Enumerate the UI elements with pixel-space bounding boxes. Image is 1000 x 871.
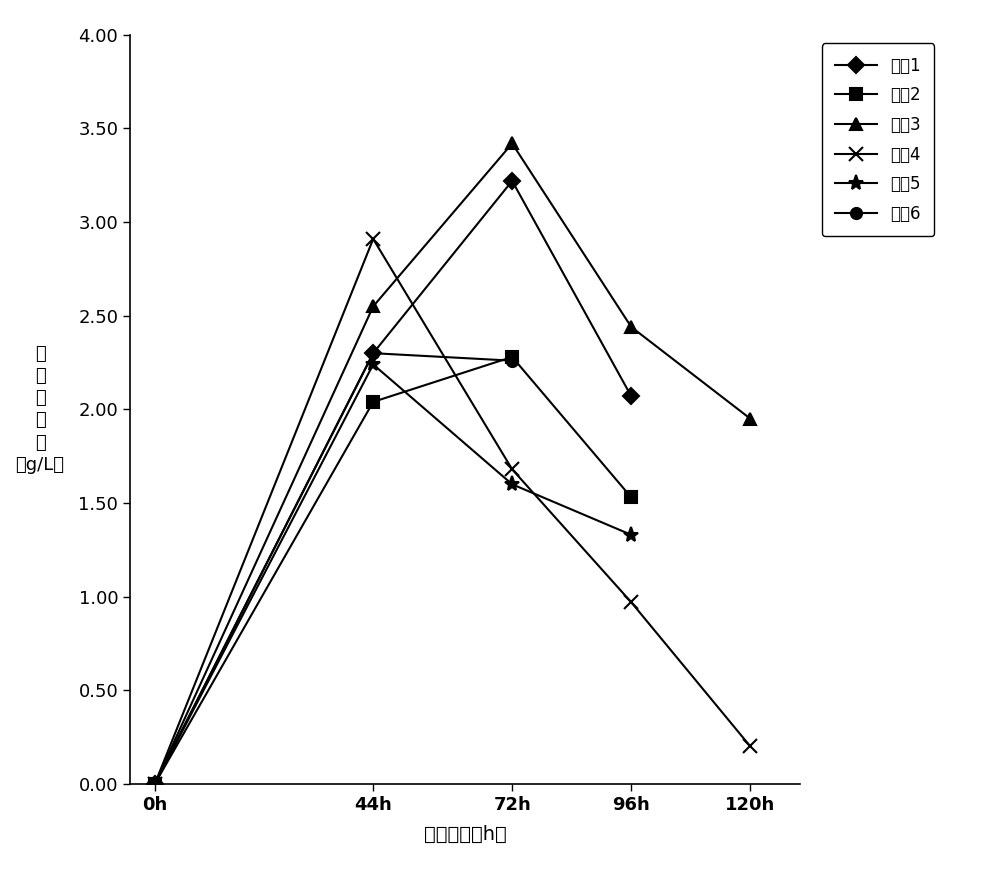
实奡1	[149, 779, 161, 789]
实奡3	[744, 414, 756, 424]
X-axis label: 培养时间（h）: 培养时间（h）	[424, 825, 506, 844]
实奡2	[625, 492, 637, 503]
实奡4	[367, 233, 379, 244]
实奡1	[506, 176, 518, 186]
Line: 实奡1: 实奡1	[149, 175, 637, 789]
实奡1	[625, 391, 637, 402]
Line: 实奡6: 实奡6	[149, 348, 518, 789]
实奡6	[506, 355, 518, 366]
实奡3	[625, 321, 637, 332]
Legend: 实奡1, 实奡2, 实奡3, 实奡4, 实奡5, 实奡6: 实奡1, 实奡2, 实奡3, 实奡4, 实奡5, 实奡6	[822, 44, 934, 236]
实奡4	[506, 464, 518, 475]
实奡4	[625, 597, 637, 607]
实奡2	[149, 779, 161, 789]
实奡6	[367, 348, 379, 359]
实奡3	[149, 779, 161, 789]
实奡5	[367, 359, 379, 369]
Line: 实奡4: 实奡4	[148, 232, 757, 791]
实奡2	[367, 396, 379, 407]
实奡5	[506, 479, 518, 490]
Line: 实奡2: 实奡2	[149, 351, 637, 789]
实奡1	[367, 348, 379, 359]
Text: 葡
萄
糖
消
耗
（g/L）: 葡 萄 糖 消 耗 （g/L）	[16, 345, 64, 474]
实奡4	[744, 741, 756, 752]
Line: 实奡5: 实奡5	[147, 357, 639, 792]
实奡2	[506, 352, 518, 362]
Line: 实奡3: 实奡3	[149, 138, 757, 790]
实奡6	[149, 779, 161, 789]
实奡3	[506, 138, 518, 149]
实奡5	[625, 530, 637, 540]
实奡4	[149, 779, 161, 789]
实奡3	[367, 301, 379, 312]
实奡5	[149, 779, 161, 789]
